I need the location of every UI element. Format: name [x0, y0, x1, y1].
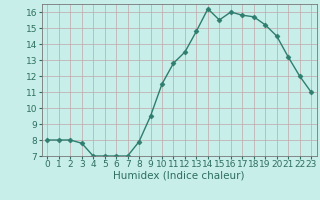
X-axis label: Humidex (Indice chaleur): Humidex (Indice chaleur) [114, 171, 245, 181]
